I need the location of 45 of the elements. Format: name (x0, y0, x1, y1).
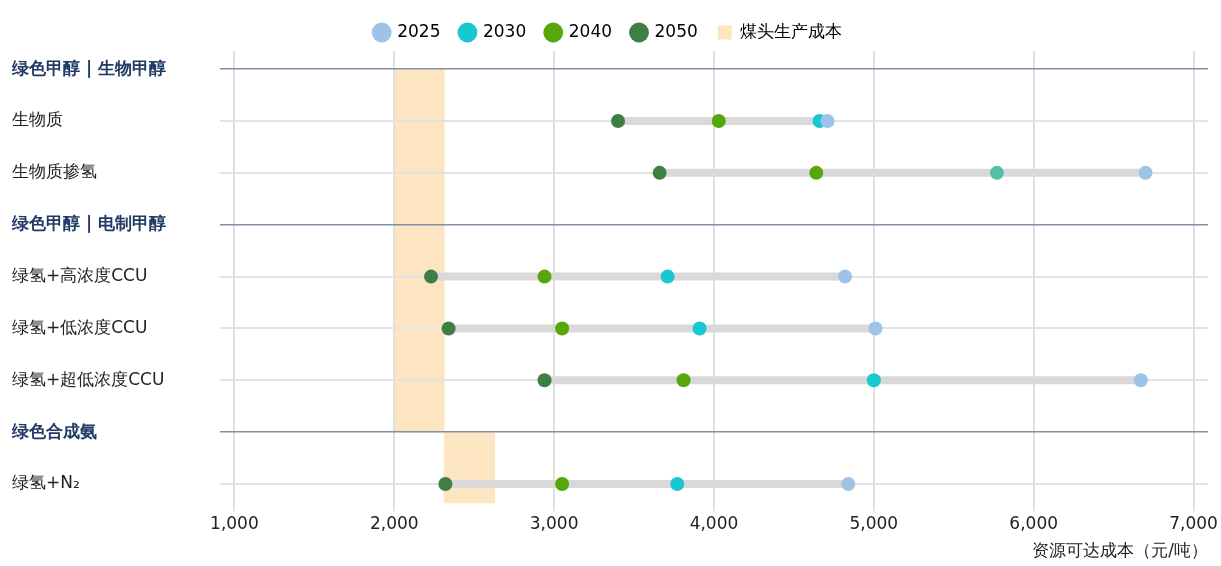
point (660, 269, 675, 284)
point (555, 477, 570, 492)
point (611, 114, 626, 129)
y-tick-label: 绿氢+低浓度CCU (12, 316, 148, 337)
point (670, 477, 685, 492)
y-tick-label: 绿氢+高浓度CCU (12, 265, 148, 285)
x-tick-label: 4,000 (689, 512, 739, 533)
point (438, 477, 453, 492)
point (537, 269, 552, 284)
point (555, 321, 570, 336)
legend-label: 2030 (482, 20, 527, 41)
y-tick-label: 绿色甲醇 | 电制甲醇 (11, 213, 167, 234)
x-tick-label: 2,000 (369, 512, 419, 533)
point (866, 373, 881, 388)
y-tick-label: 绿色合成氨 (11, 420, 97, 441)
point (820, 114, 835, 129)
point (989, 165, 1004, 180)
y-tick-label: 绿氢+超低浓度CCU (12, 368, 165, 389)
point (692, 321, 707, 336)
point (537, 373, 552, 388)
legend-label: 2040 (568, 20, 613, 41)
y-tick-label: 生物质掺氢 (12, 161, 97, 182)
point (868, 321, 883, 336)
x-tick-label: 7,000 (1169, 512, 1218, 533)
point (809, 165, 824, 180)
x-tick-label: 5,000 (849, 512, 899, 533)
point (838, 269, 853, 284)
point (1138, 165, 1153, 180)
legend-label: 2025 (397, 20, 441, 41)
point (711, 114, 726, 129)
y-tick-label: 生物质 (12, 109, 63, 130)
x-tick-label: 3,000 (529, 512, 579, 533)
y-tick-label: 绿色甲醇 | 生物甲醇 (11, 57, 167, 78)
x-tick-label: 1,000 (210, 512, 259, 533)
point (441, 321, 456, 336)
point (841, 477, 856, 492)
point (1133, 373, 1148, 388)
x-tick-label: 6,000 (1009, 512, 1059, 533)
point (424, 269, 439, 284)
y-tick-label: 绿氢+N₂ (12, 472, 80, 493)
point (652, 165, 667, 180)
x-axis-title: 资源可达成本（元/吨） (1032, 540, 1208, 561)
point (676, 373, 691, 388)
legend-label: 煤头生产成本 (740, 20, 843, 41)
legend-label: 2050 (654, 20, 698, 41)
